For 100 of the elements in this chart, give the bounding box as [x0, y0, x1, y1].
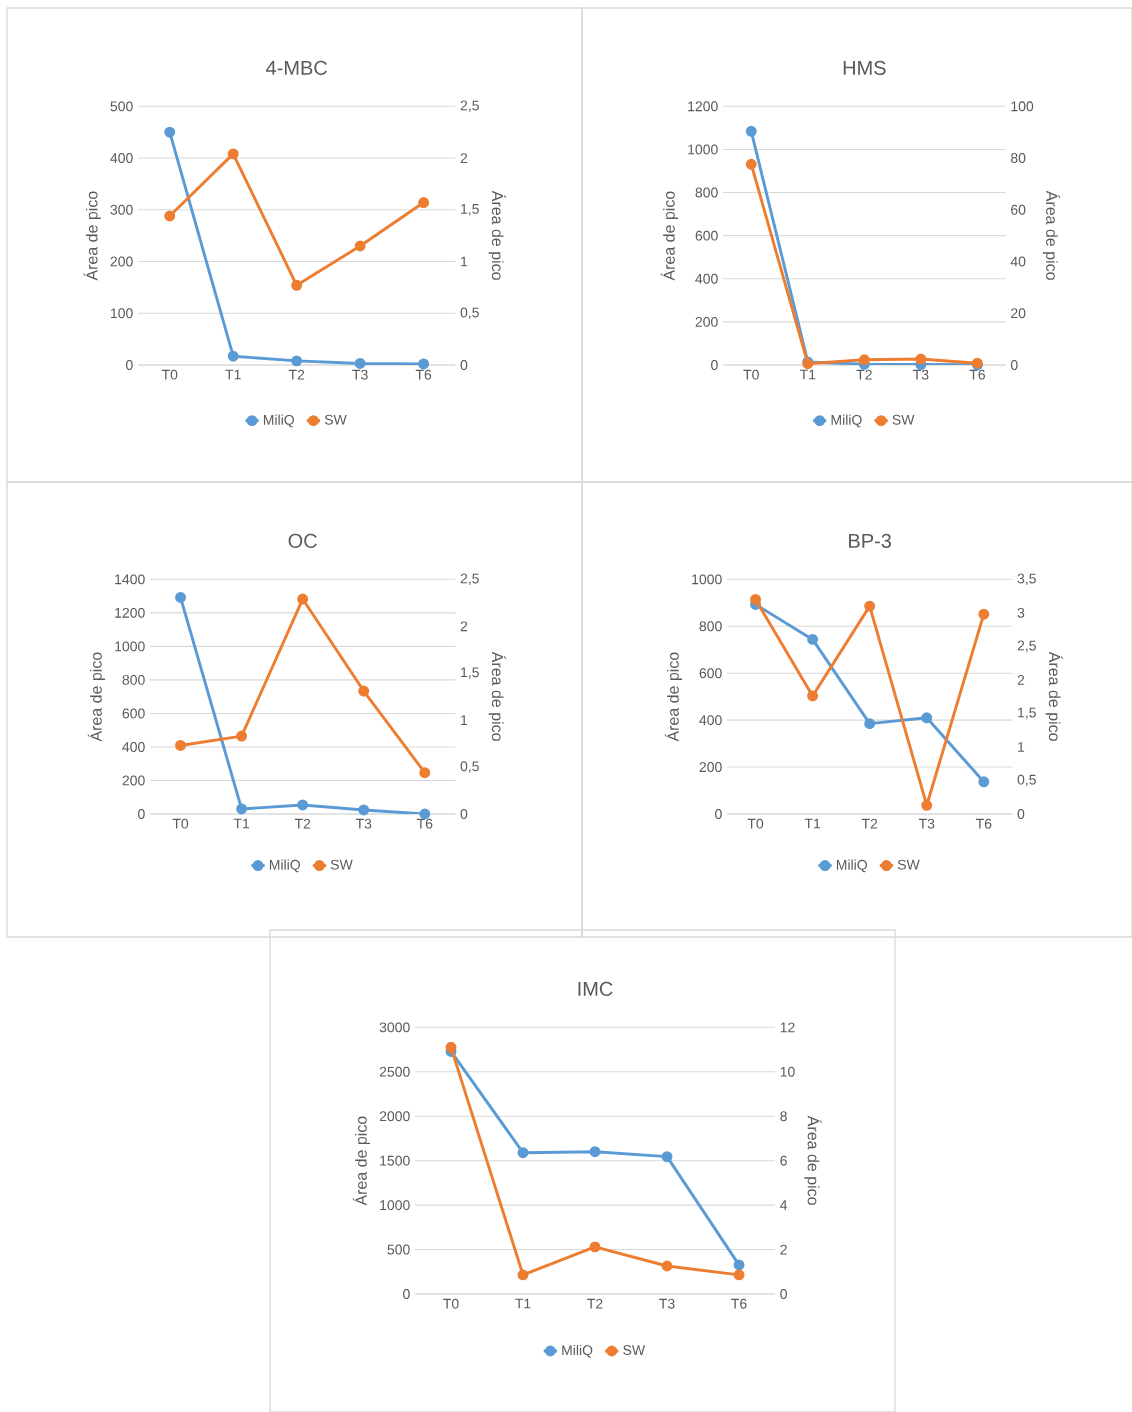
y2-tick-label: 1	[461, 715, 468, 725]
y-axis-title: Área de pico	[664, 652, 682, 742]
x-tick-label: T3	[913, 369, 929, 380]
y-tick-label: 0	[138, 809, 145, 819]
legend-label: SW	[892, 414, 915, 425]
y-tick-label: 1200	[688, 101, 718, 112]
x-tick-label: T3	[918, 818, 935, 829]
y2-axis-title: Área de pico	[1042, 190, 1061, 280]
x-tick-label: T2	[288, 369, 305, 380]
x-tick-label: T1	[225, 369, 241, 380]
x-tick-label: T2	[587, 1298, 603, 1309]
x-tick-label: T1	[799, 369, 816, 380]
y-tick-label: 800	[122, 674, 145, 685]
y2-tick-label: 2	[460, 621, 468, 632]
legend-label: MiliQ	[836, 859, 867, 873]
y2-tick-label: 12	[780, 1022, 795, 1033]
y2-tick-label: 1,5	[461, 667, 479, 679]
y-tick-label: 0	[126, 360, 133, 370]
y-tick-label: 0	[715, 809, 722, 819]
y-tick-label: 100	[111, 308, 133, 319]
legend-label: SW	[330, 859, 353, 870]
y2-tick-label: 2,5	[1017, 640, 1036, 653]
x-tick-label: T6	[969, 369, 985, 380]
y-tick-label: 500	[387, 1244, 410, 1255]
x-tick-label: T2	[856, 369, 872, 380]
y2-tick-label: 6	[780, 1155, 787, 1166]
x-tick-label: T3	[659, 1298, 675, 1309]
legend-label: SW	[324, 414, 347, 425]
x-tick-label: T0	[747, 818, 764, 829]
legend-label: MiliQ	[831, 414, 862, 428]
y-tick-label: 800	[699, 621, 722, 632]
legend-label: SW	[623, 1345, 646, 1356]
x-tick-label: T2	[861, 818, 878, 829]
y2-tick-label: 2	[780, 1244, 787, 1255]
y-axis-title: Área de pico	[352, 1116, 370, 1206]
y-tick-label: 400	[695, 273, 718, 284]
y2-tick-label: 0,5	[1017, 774, 1036, 787]
y2-tick-label: 2,5	[460, 573, 479, 586]
y-tick-label: 200	[695, 316, 718, 327]
chart-title: IMC	[578, 981, 613, 996]
y-tick-label: 1000	[115, 641, 145, 652]
y-tick-label: 0	[711, 360, 718, 370]
chart-title: HMS	[843, 60, 886, 75]
x-tick-label: T0	[172, 818, 189, 829]
y-tick-label: 200	[122, 775, 145, 786]
y-tick-label: 600	[699, 668, 722, 679]
x-tick-label: T6	[416, 818, 433, 829]
y2-tick-label: 0,5	[460, 761, 479, 773]
y2-tick-label: 1	[1018, 742, 1025, 752]
y2-tick-label: 20	[1011, 308, 1026, 319]
y2-axis-title: Área de pico	[804, 1115, 822, 1205]
y-tick-label: 600	[695, 230, 718, 241]
legend-label: SW	[897, 859, 920, 870]
x-tick-label: T0	[443, 1298, 459, 1309]
x-tick-label: T3	[352, 369, 368, 380]
x-tick-label: T0	[743, 369, 759, 380]
x-tick-label: T1	[233, 818, 250, 829]
legend-label: MiliQ	[263, 414, 294, 428]
y2-tick-label: 0,5	[460, 307, 479, 320]
y2-tick-label: 2,5	[460, 100, 479, 113]
y-tick-label: 1000	[380, 1200, 410, 1211]
legend-label: MiliQ	[269, 859, 300, 873]
y-tick-label: 1500	[380, 1155, 410, 1166]
y-tick-label: 400	[122, 742, 145, 752]
chart-title: 4-MBC	[266, 60, 328, 75]
y-tick-label: 1200	[115, 607, 145, 618]
y2-tick-label: 80	[1010, 153, 1026, 164]
x-tick-label: T6	[731, 1298, 747, 1309]
y-tick-label: 1000	[688, 144, 718, 155]
y-tick-label: 200	[110, 256, 133, 267]
y2-tick-label: 0	[780, 1289, 787, 1299]
y2-axis-title: Área de pico	[488, 190, 506, 280]
chart-title: OC	[288, 533, 317, 548]
y-tick-label: 500	[110, 101, 133, 112]
chart-title: BP-3	[849, 533, 892, 548]
y2-tick-label: 8	[780, 1111, 787, 1122]
y2-tick-label: 100	[1011, 101, 1034, 112]
y-tick-label: 600	[122, 708, 145, 719]
x-tick-label: T1	[804, 818, 821, 829]
y-tick-label: 0	[403, 1289, 410, 1299]
x-tick-label: T6	[415, 369, 432, 380]
y-tick-label: 1400	[115, 574, 145, 585]
y-tick-label: 3000	[379, 1022, 410, 1033]
y2-tick-label: 3	[1017, 607, 1025, 618]
y-tick-label: 200	[699, 762, 722, 773]
x-tick-label: T6	[975, 818, 992, 829]
legend-label: MiliQ	[562, 1344, 593, 1358]
y2-tick-label: 1,5	[461, 204, 479, 216]
x-tick-label: T0	[161, 369, 178, 380]
y-axis-title: Área de pico	[83, 191, 101, 281]
y-axis-title: Área de pico	[660, 191, 678, 281]
x-tick-label: T3	[355, 818, 372, 829]
y2-tick-label: 2	[1017, 675, 1025, 685]
y2-tick-label: 60	[1011, 204, 1026, 215]
y2-tick-label: 4	[780, 1200, 788, 1210]
y2-axis-title: Área de pico	[488, 651, 506, 741]
y-tick-label: 2000	[379, 1111, 410, 1122]
y2-tick-label: 2	[460, 153, 468, 163]
y-tick-label: 300	[110, 204, 133, 215]
y-axis-title: Área de pico	[87, 652, 105, 742]
